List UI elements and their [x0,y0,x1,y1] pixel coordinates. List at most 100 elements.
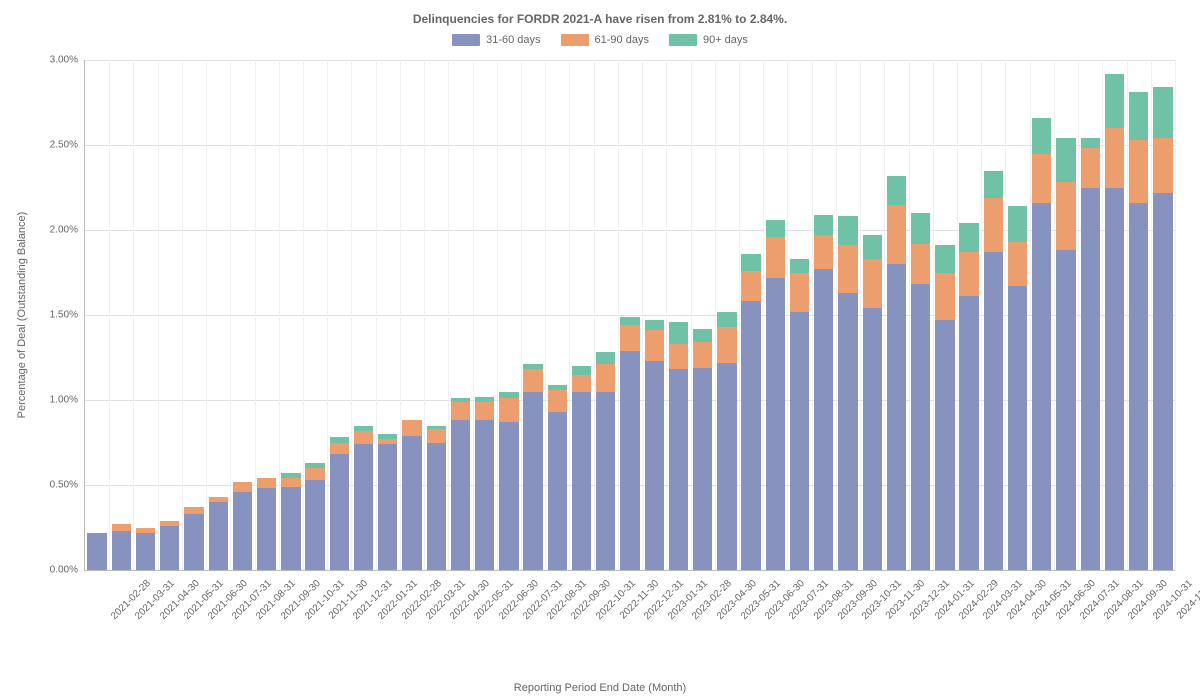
bar-segment-s31_60 [1153,193,1172,570]
bar-segment-s31_60 [330,454,349,570]
bar-segment-s61_90 [984,198,1003,252]
legend-item-s90p: 90+ days [669,34,748,46]
legend-item-s31_60: 31-60 days [452,34,540,46]
bar-segment-s31_60 [136,533,155,570]
bar-segment-s31_60 [984,252,1003,570]
x-axis-label-text: Reporting Period End Date (Month) [514,682,686,694]
bar-segment-s31_60 [645,361,664,570]
bar-slot [545,60,569,570]
bar-segment-s90p [790,259,809,273]
bar-segment-s61_90 [136,528,155,533]
bar-slot [303,60,327,570]
bar-segment-s90p [863,235,882,259]
bar-segment-s90p [935,245,954,272]
bar-segment-s90p [766,220,785,237]
bar-slot [691,60,715,570]
bar-segment-s61_90 [693,342,712,368]
bar-segment-s31_60 [281,487,300,570]
bar-segment-s61_90 [1056,182,1075,250]
bar-segment-s31_60 [766,278,785,570]
bar-segment-s31_60 [790,312,809,570]
bar-segment-s61_90 [1008,242,1027,286]
bar-slot [521,60,545,570]
bar-slot [497,60,521,570]
bar-segment-s90p [572,366,591,375]
bar-segment-s61_90 [620,325,639,351]
bar-slot [884,60,908,570]
bar-segment-s31_60 [1129,203,1148,570]
bar-segment-s90p [838,216,857,245]
x-axis-label: Reporting Period End Date (Month) [0,682,1200,694]
bar-segment-s90p [911,213,930,244]
bar-slot [85,60,109,570]
legend-swatch [452,34,480,46]
bar-segment-s31_60 [596,392,615,571]
bar-segment-s61_90 [354,431,373,445]
bar-segment-s61_90 [838,245,857,293]
delinquency-chart: Delinquencies for FORDR 2021-A have rise… [0,0,1200,700]
bar-segment-s31_60 [233,492,252,570]
bar-slot [594,60,618,570]
bar-segment-s31_60 [378,444,397,570]
bar-slot [1005,60,1029,570]
ytick-label: 2.50% [50,140,78,151]
bar-segment-s61_90 [572,375,591,392]
bar-segment-s31_60 [741,301,760,570]
bar-segment-s31_60 [548,412,567,570]
bar-segment-s61_90 [451,402,470,421]
bar-slot [666,60,690,570]
bar-segment-s61_90 [935,273,954,321]
bar-segment-s61_90 [596,364,615,391]
bar-slot [957,60,981,570]
bar-segment-s31_60 [717,363,736,570]
legend-swatch [669,34,697,46]
bar-segment-s61_90 [548,390,567,412]
bar-segment-s31_60 [1081,188,1100,571]
bar-segment-s31_60 [523,392,542,571]
bar-segment-s31_60 [112,531,131,570]
bar-segment-s61_90 [814,235,833,269]
bar-slot [109,60,133,570]
bar-segment-s90p [620,317,639,326]
bar-segment-s61_90 [887,205,906,265]
bar-slot [618,60,642,570]
bar-slot [230,60,254,570]
bar-segment-s31_60 [160,526,179,570]
bar-segment-s61_90 [1105,128,1124,188]
bar-segment-s61_90 [402,420,421,435]
bar-slot [424,60,448,570]
bar-segment-s61_90 [669,344,688,370]
bar-slot [182,60,206,570]
bar-segment-s90p [305,463,324,468]
bar-segment-s31_60 [257,488,276,570]
bar-segment-s90p [451,398,470,401]
legend-label: 90+ days [703,34,748,46]
bar-segment-s61_90 [645,330,664,361]
bar-slot [473,60,497,570]
bar-slot [763,60,787,570]
bar-segment-s61_90 [184,507,203,514]
bar-segment-s61_90 [1032,154,1051,203]
bar-slot [351,60,375,570]
bar-segment-s90p [887,176,906,205]
bar-segment-s31_60 [959,296,978,570]
bar-slot [715,60,739,570]
bar-segment-s31_60 [1105,188,1124,571]
bar-segment-s90p [1129,92,1148,140]
chart-title: Delinquencies for FORDR 2021-A have rise… [0,0,1200,26]
ytick-label: 3.00% [50,55,78,66]
bar-segment-s31_60 [1008,286,1027,570]
bar-segment-s31_60 [499,422,518,570]
bar-segment-s90p [1032,118,1051,154]
bar-segment-s31_60 [305,480,324,570]
chart-title-text: Delinquencies for FORDR 2021-A have rise… [413,12,787,26]
bar-segment-s31_60 [402,436,421,570]
bar-segment-s90p [281,473,300,478]
bar-slot [812,60,836,570]
bar-slot [133,60,157,570]
bar-slot [376,60,400,570]
bar-segment-s61_90 [717,327,736,363]
bar-slot [739,60,763,570]
bar-slot [860,60,884,570]
bar-segment-s61_90 [305,468,324,480]
